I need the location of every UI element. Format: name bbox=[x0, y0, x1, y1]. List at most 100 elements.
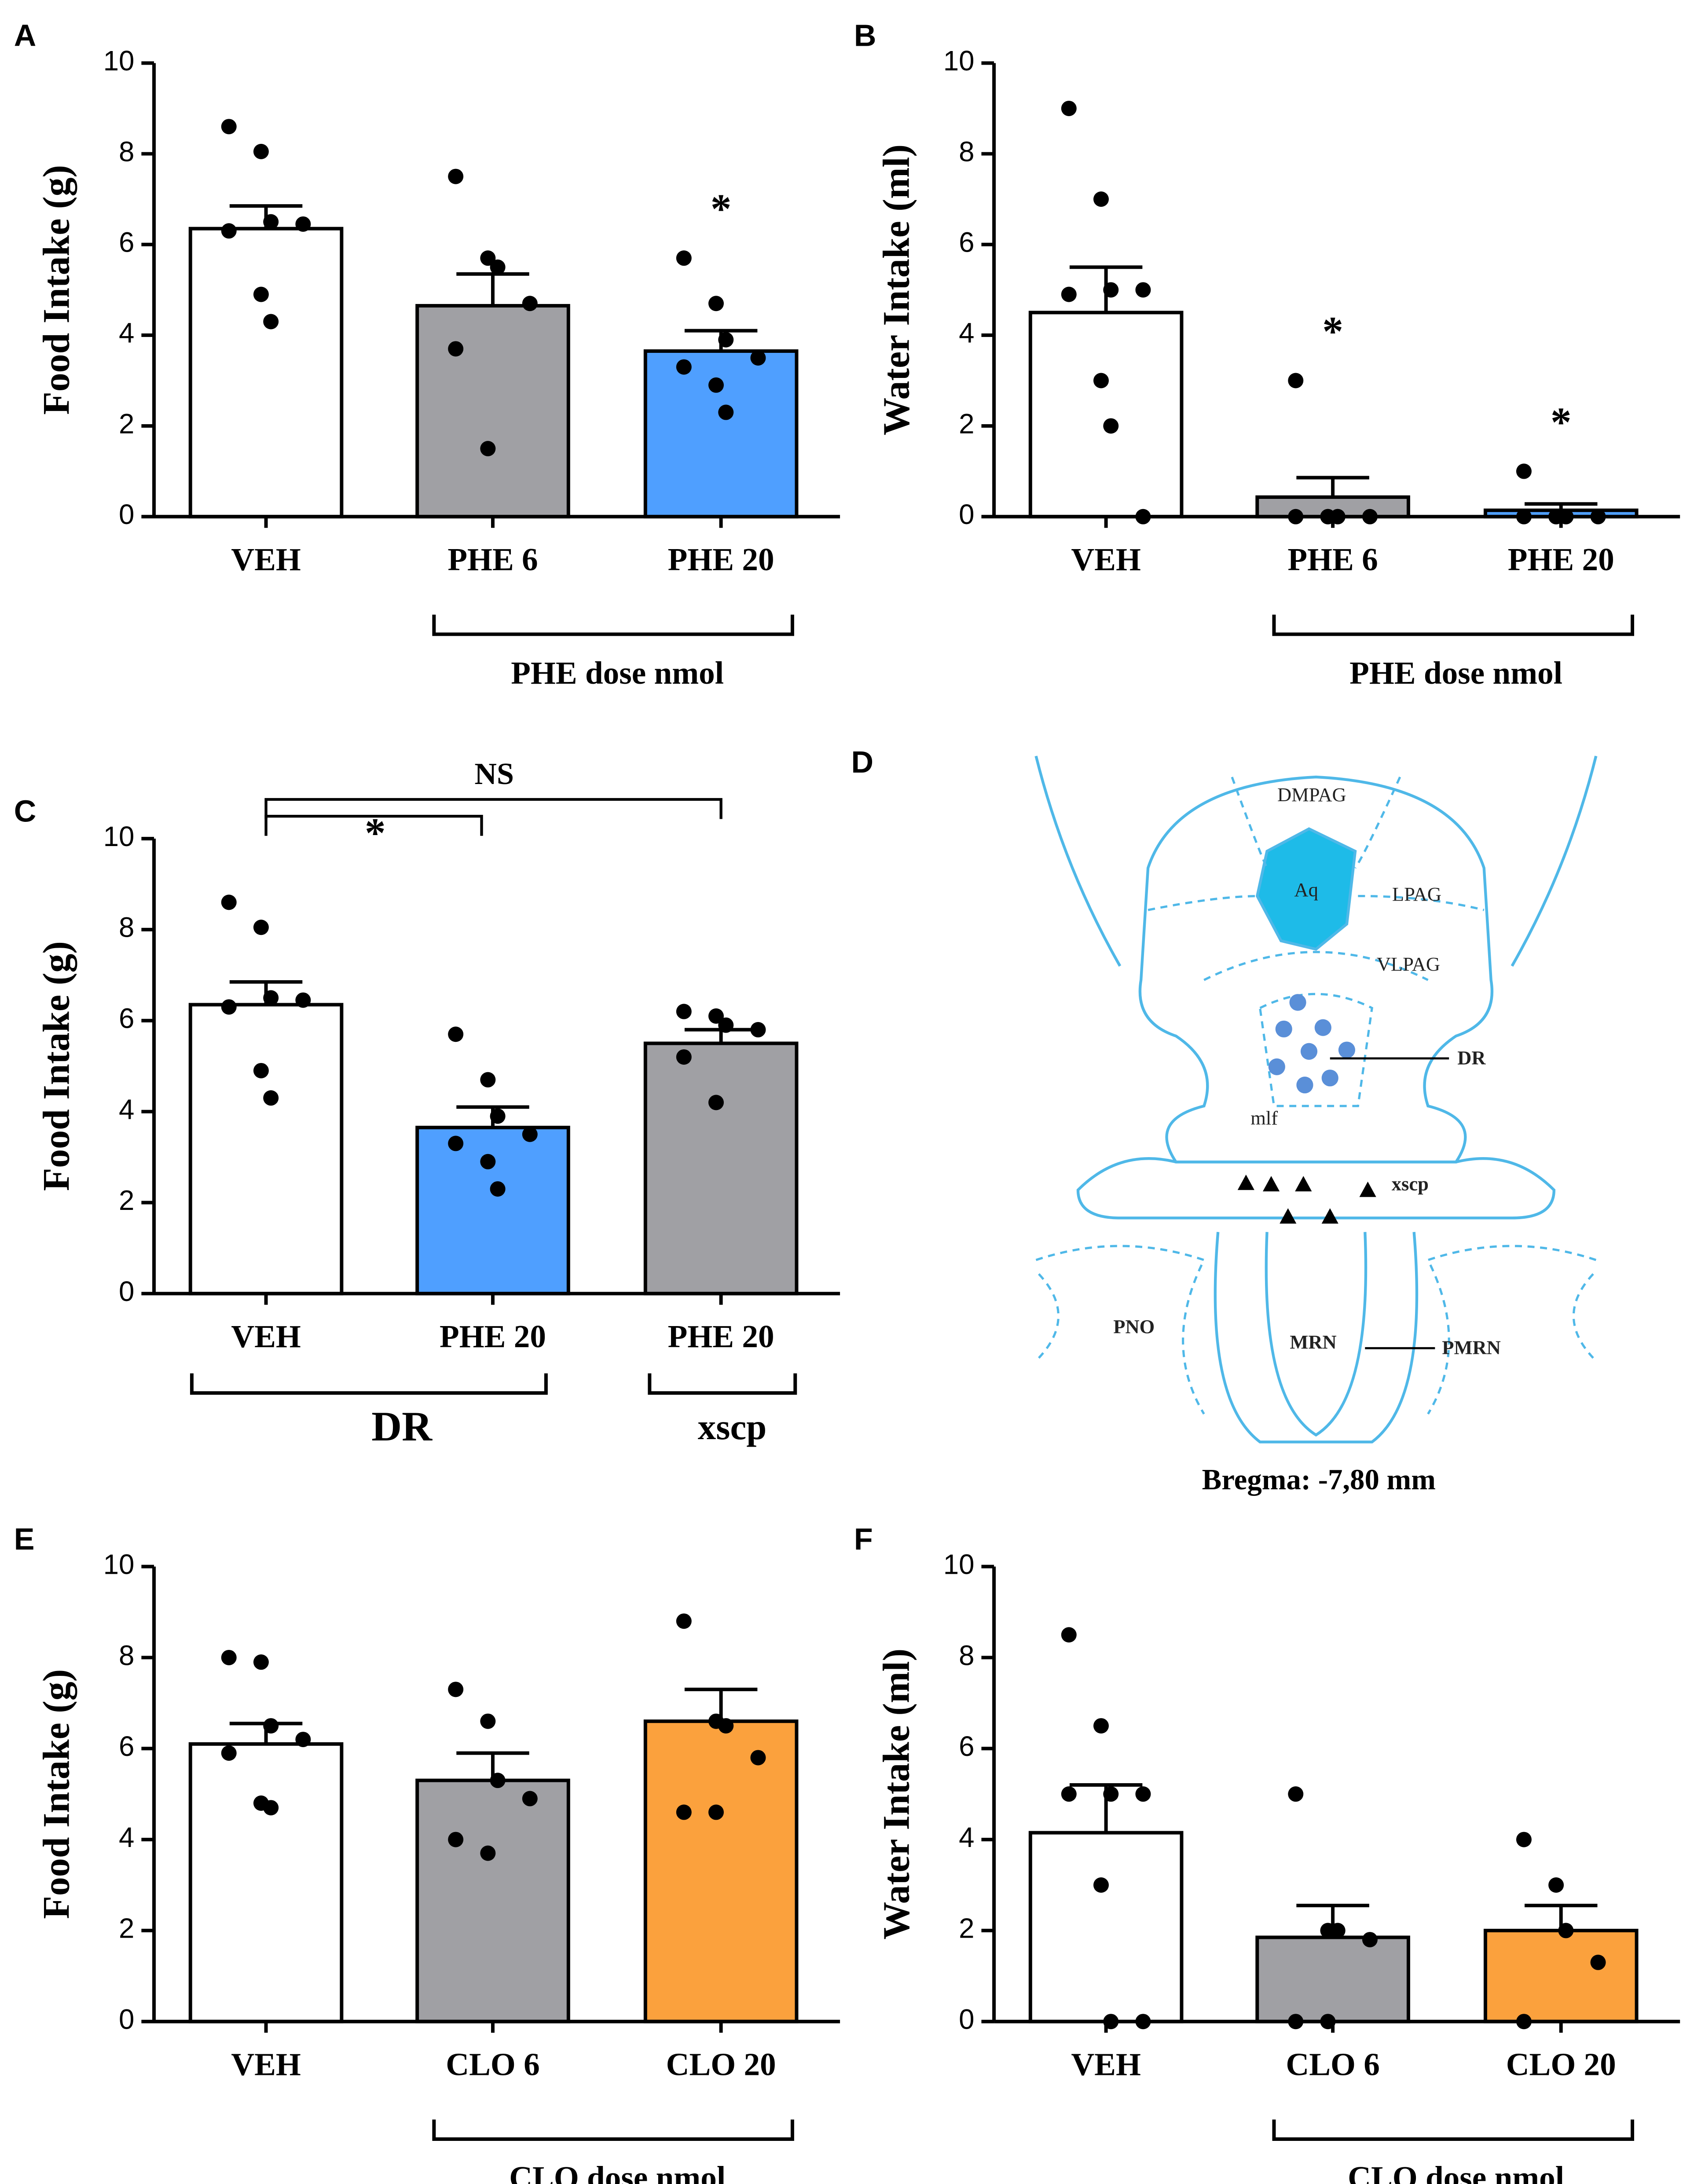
data-point bbox=[480, 1154, 496, 1169]
data-point bbox=[448, 1832, 464, 1847]
x-tick-label: PHE 20 bbox=[668, 1319, 774, 1354]
data-point bbox=[522, 1126, 538, 1142]
error-bar bbox=[456, 272, 529, 306]
y-tick-label: 0 bbox=[959, 2004, 974, 2035]
data-point bbox=[448, 341, 464, 357]
y-tick-label: 0 bbox=[959, 499, 974, 530]
data-point bbox=[448, 1682, 464, 1697]
significance-mark: * bbox=[1322, 308, 1343, 355]
y-tick-label: 4 bbox=[959, 318, 974, 349]
comparison-bracket bbox=[264, 814, 483, 836]
region-label: mlf bbox=[1250, 1107, 1278, 1129]
y-tick-label: 2 bbox=[119, 408, 134, 440]
group-label: CLO dose nmol bbox=[509, 2160, 726, 2184]
data-point bbox=[708, 296, 724, 311]
xscp-band bbox=[1076, 1157, 1556, 1220]
data-point bbox=[1516, 463, 1532, 479]
pag-outline bbox=[1138, 775, 1494, 1164]
data-point bbox=[1135, 282, 1151, 298]
error-bar bbox=[684, 1028, 758, 1044]
data-point bbox=[708, 1095, 724, 1110]
x-tick-label: CLO 6 bbox=[1286, 2047, 1379, 2082]
data-point bbox=[480, 1072, 496, 1088]
y-tick-label: 4 bbox=[119, 1094, 134, 1125]
bar bbox=[1028, 1831, 1184, 2023]
y-tick-label: 2 bbox=[959, 408, 974, 440]
data-point bbox=[263, 1090, 279, 1106]
data-point bbox=[490, 1108, 506, 1124]
y-tick-label: 8 bbox=[959, 136, 974, 167]
data-point bbox=[263, 990, 279, 1006]
group-label: xscp bbox=[698, 1407, 766, 1447]
data-point bbox=[448, 1136, 464, 1151]
data-point bbox=[480, 441, 496, 457]
y-tick-label: 10 bbox=[103, 1549, 135, 1580]
data-point bbox=[1061, 1627, 1077, 1643]
data-point bbox=[708, 377, 724, 393]
data-point bbox=[1548, 1877, 1564, 1893]
data-point bbox=[1288, 1786, 1304, 1802]
data-point bbox=[1135, 1786, 1151, 1802]
data-point bbox=[448, 1026, 464, 1042]
y-tick-label: 4 bbox=[119, 318, 134, 349]
data-point bbox=[718, 404, 734, 420]
data-point bbox=[221, 223, 237, 239]
x-tick-label: VEH bbox=[231, 2047, 301, 2082]
x-tick-label: CLO 6 bbox=[446, 2047, 539, 2082]
bar bbox=[415, 304, 570, 519]
data-point bbox=[221, 894, 237, 910]
group-bracket bbox=[432, 614, 794, 636]
group-bracket bbox=[1272, 614, 1634, 636]
bar bbox=[1483, 1928, 1639, 2023]
y-tick-label: 8 bbox=[959, 1640, 974, 1671]
bar bbox=[415, 1778, 570, 2023]
bar bbox=[415, 1125, 570, 1296]
y-tick-label: 10 bbox=[943, 1549, 975, 1580]
data-point bbox=[750, 1022, 766, 1037]
data-point bbox=[221, 1649, 237, 1665]
data-point bbox=[1061, 286, 1077, 302]
data-point bbox=[676, 250, 692, 266]
chart-panel: A Food Intake (g) 0 2 4 6 8 10 VEH PHE 6 PHE 20 * PH… bbox=[14, 18, 840, 691]
data-point bbox=[295, 992, 311, 1008]
group-bracket bbox=[432, 2119, 794, 2141]
y-axis-label: Water Intake (ml) bbox=[875, 1649, 917, 1940]
y-tick-label: 4 bbox=[959, 1822, 974, 1853]
bar bbox=[1028, 311, 1184, 519]
data-point bbox=[718, 332, 734, 348]
y-axis-label: Food Intake (g) bbox=[35, 941, 77, 1191]
data-point bbox=[263, 214, 279, 230]
y-tick-label: 8 bbox=[119, 912, 134, 943]
data-point bbox=[1590, 1954, 1606, 1970]
y-tick-label: 8 bbox=[119, 136, 134, 167]
x-tick-label: PHE 6 bbox=[1287, 542, 1378, 577]
bar bbox=[643, 349, 799, 519]
outline bbox=[1034, 755, 1598, 967]
y-tick-label: 2 bbox=[959, 1913, 974, 1944]
bar bbox=[643, 1719, 799, 2023]
y-tick-label: 2 bbox=[119, 1913, 134, 1944]
bar bbox=[188, 227, 344, 519]
data-point bbox=[253, 1063, 269, 1078]
region-label: DR bbox=[1457, 1047, 1486, 1069]
bar bbox=[188, 1003, 344, 1296]
bar bbox=[643, 1041, 799, 1296]
panel-letter: D bbox=[851, 745, 874, 779]
data-point bbox=[221, 999, 237, 1015]
panel-letter: B bbox=[854, 18, 876, 53]
panel-letter: F bbox=[854, 1522, 873, 1556]
diagram-caption: Bregma: -7,80 mm bbox=[1202, 1463, 1436, 1496]
x-tick-label: PHE 6 bbox=[447, 542, 538, 577]
group-label: CLO dose nmol bbox=[1348, 2160, 1564, 2184]
data-point bbox=[480, 1713, 496, 1729]
data-point bbox=[1061, 100, 1077, 116]
data-point bbox=[480, 1845, 496, 1861]
y-tick-label: 4 bbox=[119, 1822, 134, 1853]
y-tick-label: 8 bbox=[119, 1640, 134, 1671]
data-point bbox=[295, 1732, 311, 1748]
data-point bbox=[750, 1750, 766, 1766]
x-tick-label: VEH bbox=[231, 1319, 301, 1354]
subdivisions bbox=[1148, 777, 1485, 1107]
group-bracket bbox=[190, 1373, 548, 1395]
